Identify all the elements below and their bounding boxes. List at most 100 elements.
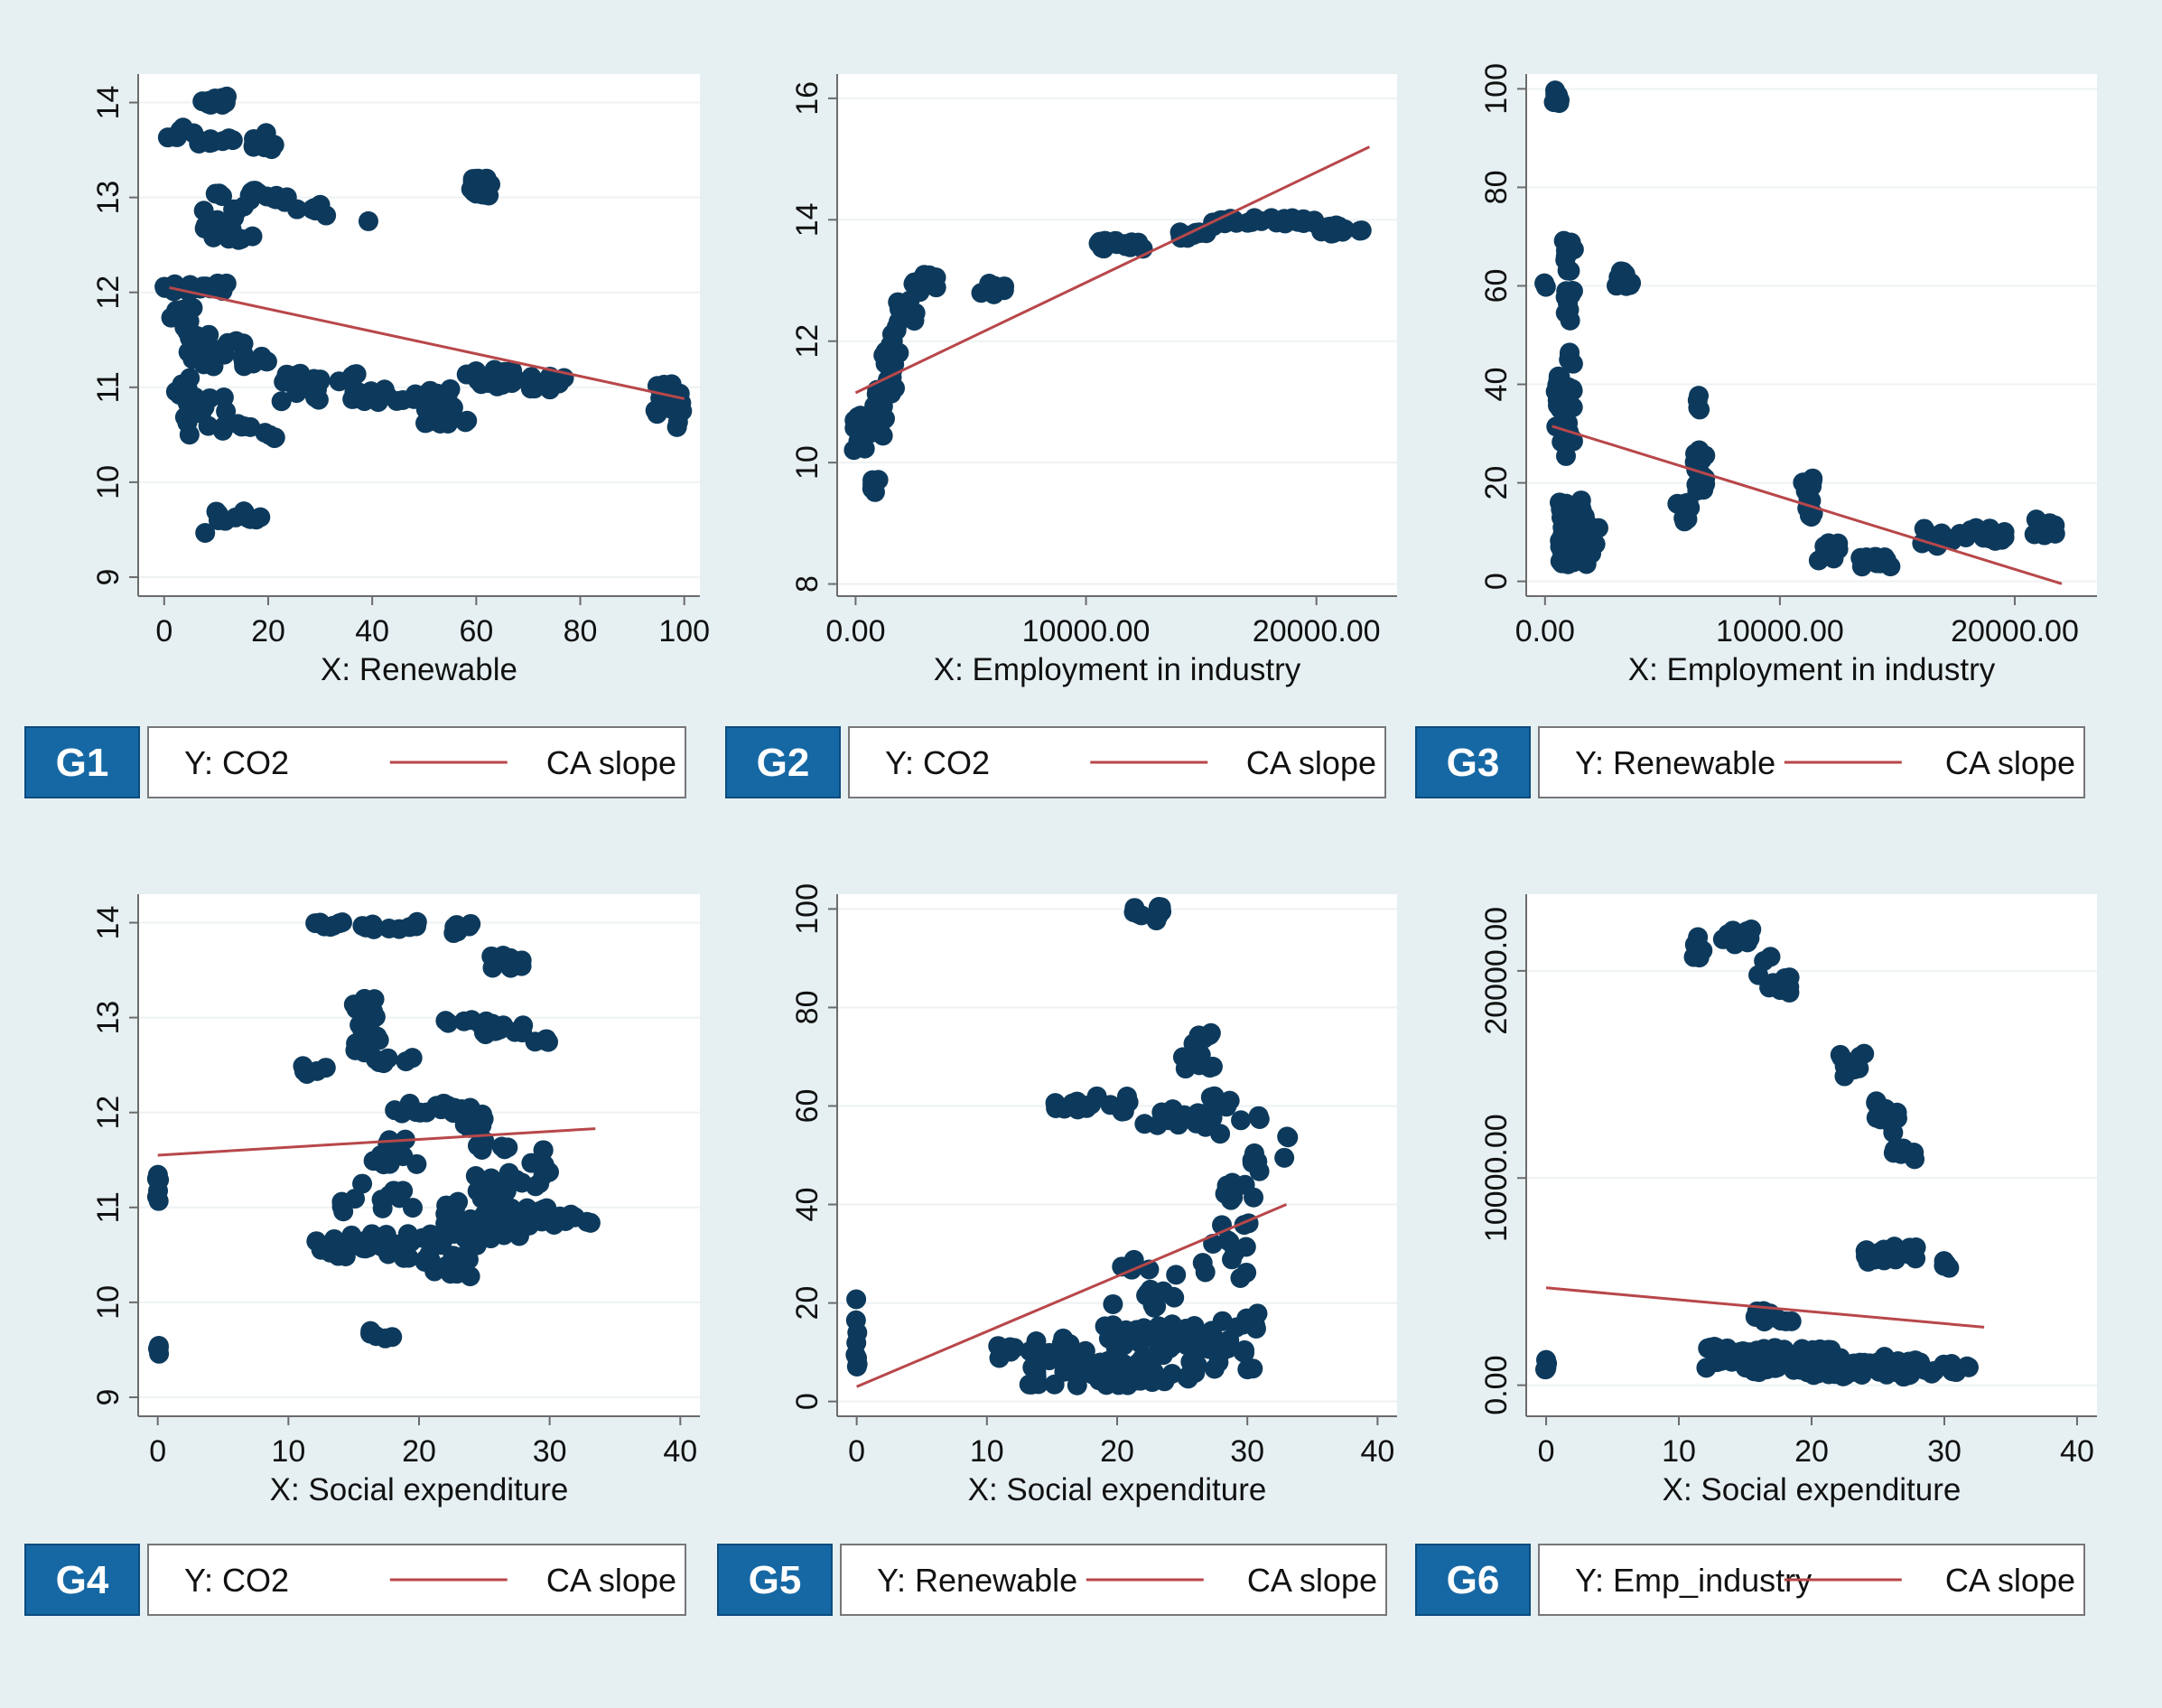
y-tick-label: 12 xyxy=(91,1096,126,1130)
data-point xyxy=(1175,1059,1196,1079)
data-point xyxy=(212,131,233,152)
data-point xyxy=(182,325,202,346)
x-tick-label: 80 xyxy=(564,614,598,649)
data-point xyxy=(515,1204,536,1225)
data-point xyxy=(1311,221,1332,242)
data-point xyxy=(457,410,478,431)
legend-slope-label: CA slope xyxy=(1945,744,2075,781)
x-axis-title: X: Social expenditure xyxy=(270,1472,569,1507)
data-point xyxy=(1818,533,1839,554)
data-point xyxy=(1866,1091,1887,1112)
y-tick-label: 100 xyxy=(790,883,825,935)
data-point xyxy=(1966,518,1987,538)
chart-g1: 9 10 11 12 13 14 0 20 40 60 80 100 X: Renewable G1 Y: … xyxy=(24,74,710,798)
data-point xyxy=(346,998,367,1019)
y-tick-label: 12 xyxy=(91,275,126,310)
legend-slope-label: CA slope xyxy=(546,1562,676,1599)
data-point xyxy=(1695,445,1716,466)
data-point xyxy=(1235,1342,1255,1363)
panel-badge xyxy=(1415,1544,1531,1616)
data-point xyxy=(209,183,229,204)
x-tick-label: 20000.00 xyxy=(1951,614,2079,649)
data-point xyxy=(398,1247,419,1268)
data-point xyxy=(989,279,1010,300)
x-tick-label: 20000.00 xyxy=(1253,614,1381,649)
x-tick-label: 40 xyxy=(663,1434,697,1469)
ca-slope-line xyxy=(856,1203,1288,1388)
panel-badge xyxy=(24,1544,140,1616)
data-point xyxy=(316,205,337,226)
data-point xyxy=(499,1216,519,1237)
legend-y-label: Y: CO2 xyxy=(184,744,289,781)
data-point xyxy=(1535,276,1556,297)
y-tick-label: 80 xyxy=(790,991,825,1025)
data-point xyxy=(1580,543,1601,564)
y-tick-label: 40 xyxy=(1479,368,1514,402)
data-point xyxy=(1854,1043,1875,1064)
data-point xyxy=(203,347,224,368)
data-point xyxy=(1802,471,1822,491)
data-point xyxy=(1831,1351,1851,1372)
x-tick-label: 0.00 xyxy=(1515,614,1575,649)
data-point xyxy=(352,1173,373,1194)
y-tick-label: 8 xyxy=(790,575,825,593)
data-point xyxy=(480,1168,501,1189)
data-point xyxy=(243,353,264,374)
data-point xyxy=(358,210,378,231)
data-point xyxy=(1133,1318,1154,1339)
data-point xyxy=(368,1030,389,1050)
data-point xyxy=(418,1248,439,1269)
data-point xyxy=(1277,1126,1298,1147)
data-point xyxy=(491,1136,512,1157)
data-point xyxy=(881,380,901,401)
y-tick-label: 60 xyxy=(1479,269,1514,303)
data-point xyxy=(2035,522,2055,543)
data-point xyxy=(1332,221,1353,242)
y-tick-label: 14 xyxy=(91,86,126,120)
data-point xyxy=(148,1336,169,1357)
data-point xyxy=(538,377,559,397)
x-tick-label: 20 xyxy=(251,614,285,649)
data-point xyxy=(225,507,246,527)
data-point xyxy=(1556,493,1577,514)
data-point xyxy=(521,377,542,397)
data-point xyxy=(1924,1360,1945,1381)
data-point xyxy=(1570,490,1591,511)
data-point xyxy=(843,440,864,461)
data-point xyxy=(1686,939,1707,960)
data-point xyxy=(362,914,383,935)
data-point xyxy=(385,1100,405,1121)
data-point xyxy=(1556,281,1577,302)
data-point xyxy=(1122,232,1142,253)
data-point xyxy=(365,1006,386,1027)
data-point xyxy=(402,1198,423,1218)
panel-badge-label: G5 xyxy=(749,1558,802,1602)
data-point xyxy=(466,1235,487,1255)
data-point xyxy=(310,370,331,391)
data-point xyxy=(1846,1354,1867,1375)
data-point xyxy=(645,400,666,421)
legend-slope-label: CA slope xyxy=(1945,1562,2075,1599)
x-tick-label: 60 xyxy=(459,614,493,649)
data-point xyxy=(218,332,238,353)
x-tick-label: 40 xyxy=(355,614,389,649)
data-point xyxy=(1872,1351,1893,1372)
data-point xyxy=(286,199,307,219)
data-point xyxy=(405,1102,426,1123)
x-tick-label: 10 xyxy=(271,1434,305,1469)
y-tick-label: 40 xyxy=(790,1188,825,1222)
data-point xyxy=(1112,1101,1132,1122)
x-tick-label: 100 xyxy=(658,614,710,649)
x-axis-title: X: Social expenditure xyxy=(968,1472,1267,1507)
data-point xyxy=(438,1013,459,1033)
data-point xyxy=(406,911,427,932)
x-tick-label: 0 xyxy=(155,614,172,649)
data-point xyxy=(1124,898,1145,919)
data-point xyxy=(1931,523,1952,544)
data-point xyxy=(346,364,367,385)
plot-area xyxy=(1526,894,2097,1416)
data-point xyxy=(363,1151,384,1171)
data-point xyxy=(331,1191,352,1212)
data-point xyxy=(1168,1115,1188,1135)
data-point xyxy=(844,417,865,438)
